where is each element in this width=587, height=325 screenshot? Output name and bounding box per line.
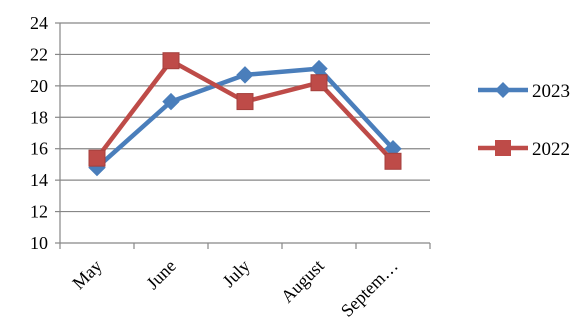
series-group <box>88 52 402 177</box>
y-tick-label: 24 <box>30 13 48 33</box>
legend-label-2022: 2022 <box>532 139 570 160</box>
axes <box>55 22 431 249</box>
legend-label-2023: 2023 <box>532 81 570 102</box>
x-tick-label: June <box>142 256 179 293</box>
legend: 2023 2022 <box>478 81 570 160</box>
data-point-2023 <box>162 92 180 111</box>
data-point-2022 <box>384 152 402 170</box>
y-tick-label: 16 <box>30 139 48 159</box>
x-tick-label: Septem… <box>337 256 402 321</box>
data-point-2022 <box>310 74 328 92</box>
y-tick-label: 10 <box>30 233 48 253</box>
x-tick-label: May <box>68 256 105 293</box>
data-point-2022 <box>162 52 180 70</box>
data-point-2022 <box>88 149 106 167</box>
y-tick-labels: 10 12 14 16 18 20 22 24 <box>30 13 48 253</box>
data-point-2023 <box>236 66 254 84</box>
y-tick-label: 14 <box>30 170 48 190</box>
y-tick-label: 22 <box>30 44 48 64</box>
y-tick-label: 20 <box>30 76 48 96</box>
legend-marker-2023 <box>495 82 511 98</box>
x-tick-label: August <box>277 256 328 307</box>
gridlines <box>60 22 430 244</box>
y-tick-label: 18 <box>30 107 48 127</box>
y-tick-label: 12 <box>30 202 48 222</box>
legend-marker-2022 <box>495 140 511 156</box>
data-point-2022 <box>236 93 254 111</box>
x-tick-label: July <box>218 256 253 291</box>
x-tick-labels: May June July August Septem… <box>68 256 401 321</box>
